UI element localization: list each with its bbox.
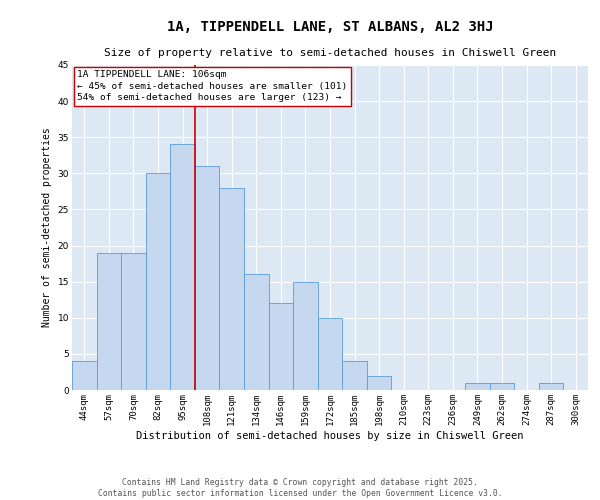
Bar (220, 188, 244, 390)
Bar (367, 376, 391, 390)
X-axis label: Distribution of semi-detached houses by size in Chiswell Green: Distribution of semi-detached houses by … (136, 430, 524, 440)
Bar (465, 383, 490, 390)
Bar (97, 253, 121, 390)
Bar (146, 174, 170, 390)
Bar (342, 361, 367, 390)
Bar (72, 361, 97, 390)
Bar (293, 282, 318, 390)
Text: 1A TIPPENDELL LANE: 106sqm
← 45% of semi-detached houses are smaller (101)
54% o: 1A TIPPENDELL LANE: 106sqm ← 45% of semi… (77, 70, 347, 102)
Text: Contains HM Land Registry data © Crown copyright and database right 2025.
Contai: Contains HM Land Registry data © Crown c… (98, 478, 502, 498)
Bar (318, 318, 342, 390)
Bar (195, 166, 220, 390)
Bar (269, 304, 293, 390)
Bar (121, 253, 146, 390)
Bar (490, 383, 514, 390)
Y-axis label: Number of semi-detached properties: Number of semi-detached properties (42, 128, 52, 328)
Bar (539, 383, 563, 390)
Bar (170, 144, 195, 390)
Text: 1A, TIPPENDELL LANE, ST ALBANS, AL2 3HJ: 1A, TIPPENDELL LANE, ST ALBANS, AL2 3HJ (167, 20, 493, 34)
Bar (244, 274, 269, 390)
Text: Size of property relative to semi-detached houses in Chiswell Green: Size of property relative to semi-detach… (104, 48, 556, 58)
